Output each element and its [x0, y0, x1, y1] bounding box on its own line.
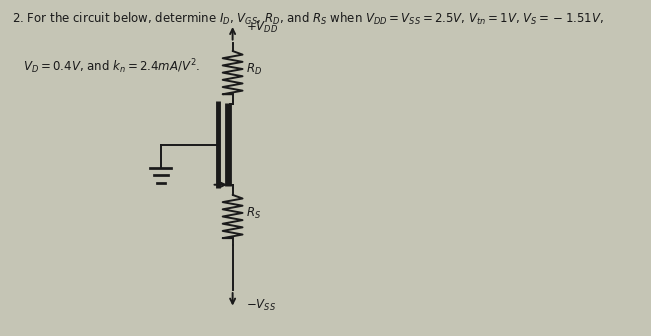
- Text: $-V_{SS}$: $-V_{SS}$: [247, 298, 277, 313]
- Text: $+V_{DD}$: $+V_{DD}$: [247, 20, 279, 35]
- Text: $R_S$: $R_S$: [247, 206, 262, 221]
- Text: $R_D$: $R_D$: [247, 62, 262, 77]
- Text: $V_D=0.4V$, and $k_n=2.4mA/V^2$.: $V_D=0.4V$, and $k_n=2.4mA/V^2$.: [12, 57, 200, 76]
- Text: 2. For the circuit below, determine $I_D$, $V_{GS}$, $R_D$, and $R_S$ when $V_{D: 2. For the circuit below, determine $I_D…: [12, 11, 603, 27]
